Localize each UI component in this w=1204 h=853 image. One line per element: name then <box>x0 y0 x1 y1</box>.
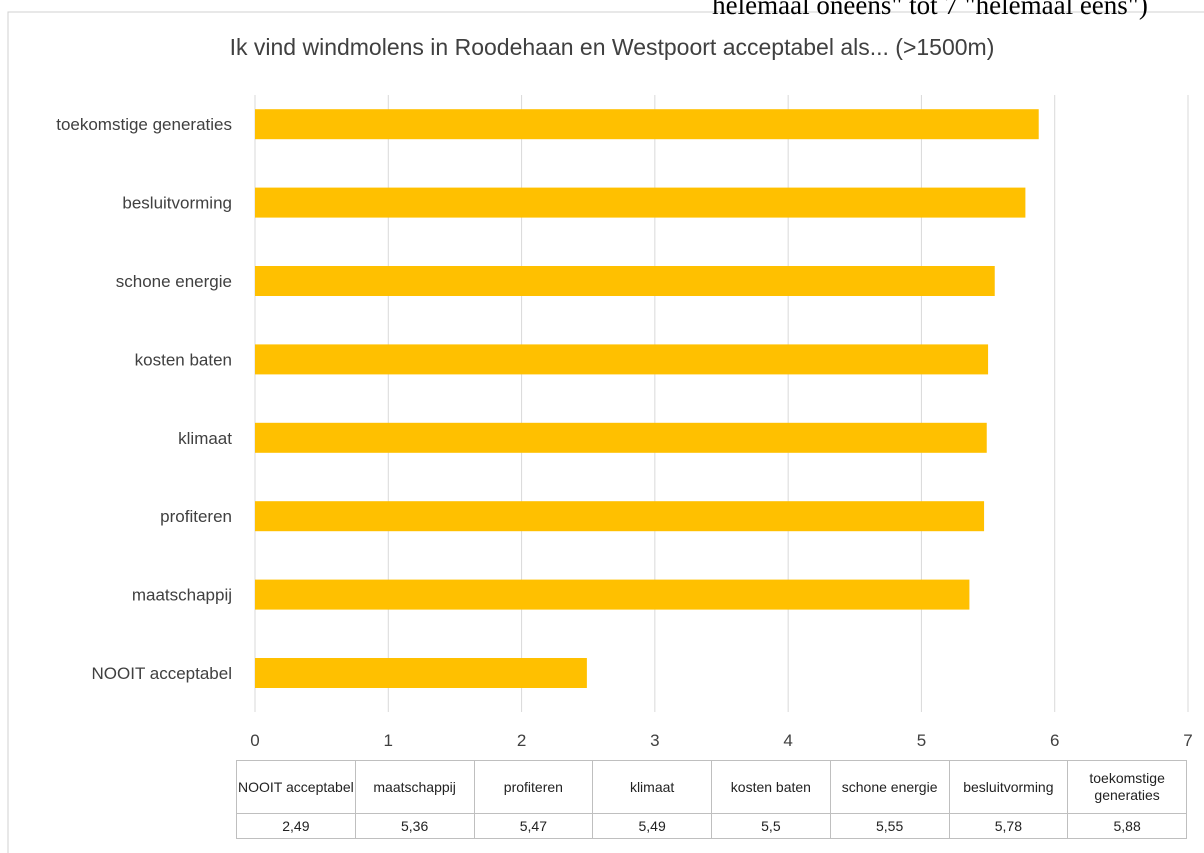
table-header: kosten baten <box>712 761 831 814</box>
table-header: besluitvorming <box>949 761 1069 814</box>
bar <box>255 579 970 610</box>
y-tick-label: klimaat <box>178 429 232 448</box>
y-tick-label: NOOIT acceptabel <box>92 664 232 683</box>
table-header: NOOIT acceptabel <box>237 761 356 814</box>
x-tick-label: 7 <box>1183 731 1192 750</box>
table-value: 2,49 <box>237 814 356 839</box>
x-tick-label: 4 <box>783 731 792 750</box>
y-tick-label: schone energie <box>116 272 232 291</box>
table-value: 5,88 <box>1068 814 1187 839</box>
x-tick-label: 1 <box>384 731 393 750</box>
bar <box>255 422 987 453</box>
y-tick-label: profiteren <box>160 507 232 526</box>
x-tick-label: 2 <box>517 731 526 750</box>
x-tick-label: 5 <box>917 731 926 750</box>
y-tick-label: kosten baten <box>135 350 232 369</box>
bar <box>255 344 989 375</box>
bar <box>255 658 587 688</box>
data-table: NOOIT acceptabel 2,49 maatschappij 5,36 prof… <box>236 760 1187 839</box>
table-header: klimaat <box>593 761 712 814</box>
table-header: maatschappij <box>355 761 475 814</box>
bar <box>255 109 1039 140</box>
x-tick-label: 3 <box>650 731 659 750</box>
chart-title: Ik vind windmolens in Roodehaan en Westp… <box>230 34 995 60</box>
bar <box>255 266 995 296</box>
table-header: toekomstige generaties <box>1068 761 1187 814</box>
chart-frame <box>7 11 1204 853</box>
table-header: profiteren <box>474 761 594 814</box>
x-tick-label: 6 <box>1050 731 1059 750</box>
table-value: 5,55 <box>830 814 950 839</box>
x-tick-label: 0 <box>250 731 259 750</box>
table-value: 5,49 <box>593 814 712 839</box>
cropped-note: helemaal oneens" tot 7 "helemaal eens") <box>712 0 1148 20</box>
bar <box>255 187 1026 218</box>
table-value: 5,47 <box>474 814 594 839</box>
y-tick-label: toekomstige generaties <box>56 115 232 134</box>
y-tick-label: besluitvorming <box>122 194 232 213</box>
y-tick-label: maatschappij <box>132 586 232 605</box>
table-header: schone energie <box>830 761 950 814</box>
table-value: 5,36 <box>355 814 475 839</box>
bar <box>255 501 985 532</box>
table-value: 5,5 <box>712 814 831 839</box>
table-value: 5,78 <box>949 814 1069 839</box>
